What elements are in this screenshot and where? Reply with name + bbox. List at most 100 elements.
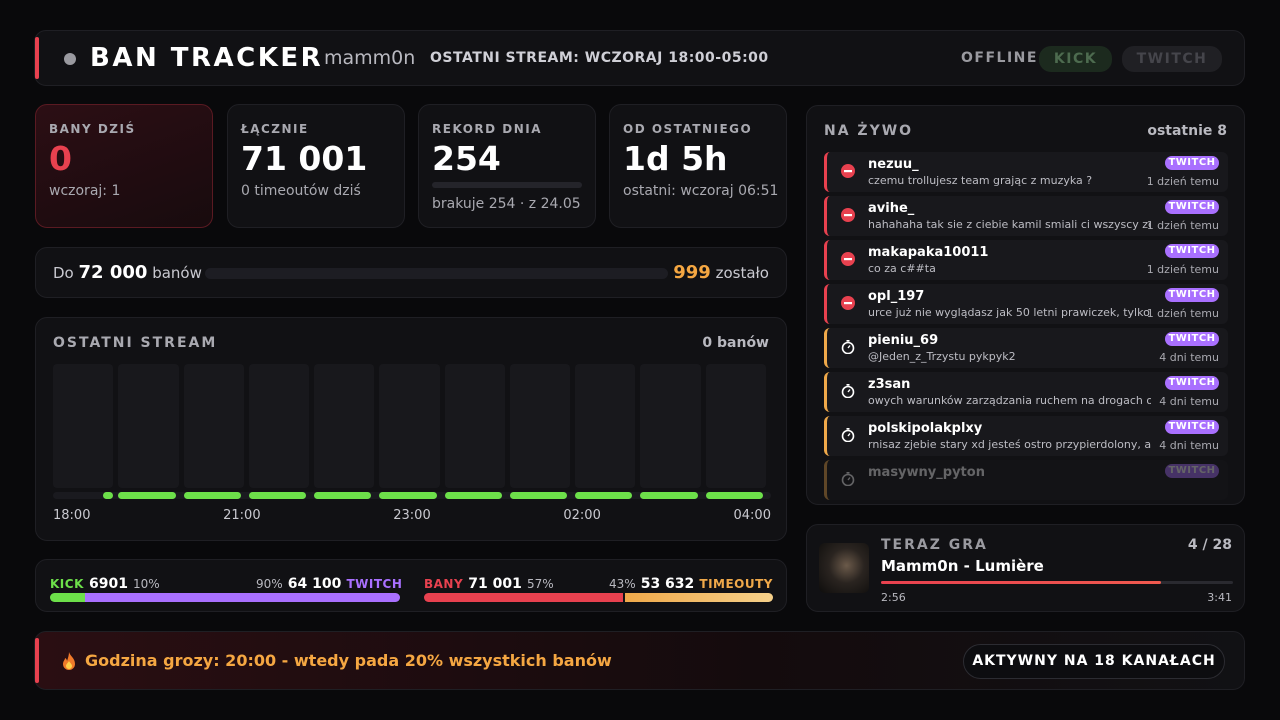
time-label: 18:00 xyxy=(53,508,91,523)
live-item: makapaka10011 co za c##ta TWITCH 1 dzień te… xyxy=(824,240,1228,280)
timeout-icon xyxy=(841,472,855,486)
icon-hand xyxy=(847,433,851,437)
channels-badge: AKTYWNY NA 18 KANAŁACH xyxy=(963,644,1225,679)
icon-hand xyxy=(847,389,851,393)
goal-track xyxy=(205,268,668,279)
icon-circle xyxy=(841,429,855,442)
stat-label: ŁĄCZNIE xyxy=(241,122,309,136)
time-label: 23:00 xyxy=(393,508,431,523)
user: masywny_pyton xyxy=(868,465,985,480)
timeouts-count: 53 632 xyxy=(640,576,695,592)
user: opl_197 xyxy=(868,289,925,304)
bans-label: BANY xyxy=(424,577,464,591)
bans-pct: 57% xyxy=(526,577,554,591)
np-elapsed: 2:56 xyxy=(881,591,906,604)
remaining-suffix: zostało xyxy=(715,264,769,282)
timeline-seg xyxy=(705,492,763,499)
bans-info: BANY 71 001 57% xyxy=(424,573,554,592)
time: 1 dzień temu xyxy=(1146,263,1219,276)
timeline-seg xyxy=(509,492,568,499)
message: rnisaz zjebie stary xd jesteś ostro przy… xyxy=(868,438,1151,451)
icon-bar xyxy=(844,302,852,305)
stat-value: 71 001 xyxy=(241,139,368,178)
time-label: 21:00 xyxy=(223,508,261,523)
np-duration: 3:41 xyxy=(1207,591,1232,604)
accent xyxy=(35,638,39,683)
twitch-segment xyxy=(85,593,400,602)
platform: TWITCH xyxy=(1165,156,1219,170)
hour-bar xyxy=(705,364,766,488)
timeline-seg xyxy=(248,492,307,499)
split-panel: KICK 6901 10% 90% 64 100 TWITCH BANY 71 … xyxy=(35,559,787,612)
stream-panel: OSTATNI STREAM 0 banów 18:00 21:00 23:00 02… xyxy=(35,317,787,541)
bans-segment xyxy=(424,593,623,602)
icon-top xyxy=(846,428,850,430)
np-track: Mamm0n - Lumière xyxy=(881,557,1044,575)
kick-info: KICK 6901 10% xyxy=(50,573,160,592)
timeline-seg xyxy=(314,492,372,499)
ban-icon xyxy=(841,208,855,222)
hour-bar xyxy=(183,364,244,488)
time: 4 dni temu xyxy=(1159,439,1219,452)
icon-hand xyxy=(847,345,851,349)
live-item: nezuu_ czemu trollujesz team grając z muz… xyxy=(824,152,1228,192)
stat-sub: brakuje 254 · z 24.05 xyxy=(432,196,581,212)
np-title: TERAZ GRA xyxy=(881,537,988,553)
kick-button[interactable]: KICK xyxy=(1039,46,1112,72)
platform-bar xyxy=(50,593,400,602)
remaining: 999 xyxy=(673,262,711,283)
goal: Do 72 000 banów 999 zostało xyxy=(35,247,787,298)
platform: TWITCH xyxy=(1165,420,1219,434)
hour-bar xyxy=(314,364,375,488)
hour-bar xyxy=(444,364,505,488)
timeouts-segment xyxy=(622,593,773,602)
user: makapaka10011 xyxy=(868,245,989,260)
user: polskipolakplxy xyxy=(868,421,983,436)
time: 4 dni temu xyxy=(1159,351,1219,364)
time-labels: 18:00 21:00 23:00 02:00 04:00 xyxy=(53,508,771,523)
timeline xyxy=(53,492,771,499)
user: z3san xyxy=(868,377,911,392)
platform: TWITCH xyxy=(1165,464,1219,478)
timeline-seg xyxy=(183,492,241,499)
timeouts-label: TIMEOUTY xyxy=(699,577,773,591)
time: 1 dzień temu xyxy=(1146,219,1219,232)
goal-text: Do 72 000 banów xyxy=(53,262,202,283)
timeline-seg xyxy=(640,492,698,499)
twitch-count: 64 100 xyxy=(287,576,342,592)
twitch-pct: 90% xyxy=(256,577,283,591)
hour-bars xyxy=(53,364,771,488)
stat-sub: ostatni: wczoraj 06:51 xyxy=(623,183,779,199)
icon-hand xyxy=(847,477,851,481)
np-progress xyxy=(881,581,1162,584)
hour-bar xyxy=(640,364,701,488)
album-art xyxy=(819,543,869,593)
hour-bar xyxy=(575,364,636,488)
live-title: NA ŻYWO xyxy=(824,123,914,139)
np-position: 4 / 28 xyxy=(1187,537,1232,553)
timeouts-pct: 43% xyxy=(608,577,636,591)
time: 4 dni temu xyxy=(1159,395,1219,408)
time: 1 dzień temu xyxy=(1146,175,1219,188)
kick-count: 6901 xyxy=(88,576,128,592)
time-label: 04:00 xyxy=(733,508,771,523)
platform: TWITCH xyxy=(1165,376,1219,390)
stat-value: 254 xyxy=(432,139,501,178)
stream-total: 0 banów xyxy=(702,335,769,351)
kick-segment xyxy=(50,593,85,602)
live-item: pieniu_69 @Jeden_z_Trzystu pykpyk2 TWITCH 4… xyxy=(824,328,1228,368)
twitch-button[interactable]: TWITCH xyxy=(1122,46,1222,72)
header: BAN TRACKER mamm0n OSTATNI STREAM: WCZOR… xyxy=(34,30,1245,86)
live-item: polskipolakplxy rnisaz zjebie stary xd je… xyxy=(824,416,1228,456)
timeline-seg xyxy=(379,492,437,499)
hour-bar xyxy=(509,364,571,488)
live-panel: NA ŻYWO ostatnie 8 nezuu_ czemu trollujes… xyxy=(806,105,1245,505)
icon-circle xyxy=(841,385,855,398)
last-stream: OSTATNI STREAM: WCZORAJ 18:00-05:00 xyxy=(430,50,769,66)
icon-top xyxy=(846,384,850,386)
time: 1 dzień temu xyxy=(1146,307,1219,320)
message: urce już nie wyglądasz jak 50 letni praw… xyxy=(868,306,1151,319)
